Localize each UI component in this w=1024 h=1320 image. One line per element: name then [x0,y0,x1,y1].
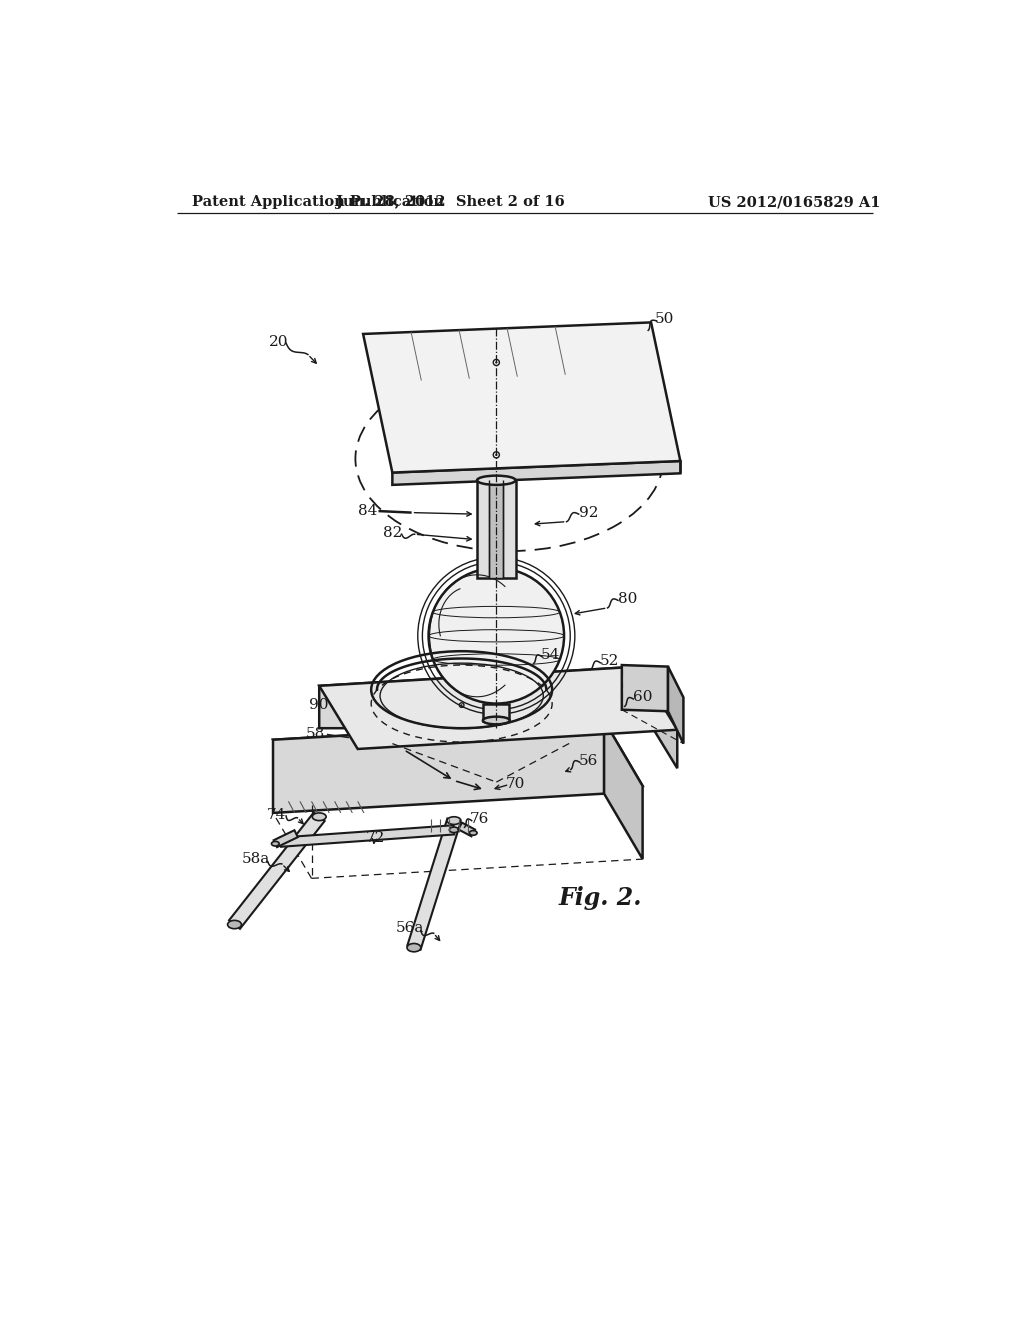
Polygon shape [319,667,639,729]
Ellipse shape [227,920,242,929]
Text: 52: 52 [600,655,620,668]
Ellipse shape [469,830,477,836]
Text: 92: 92 [579,506,598,520]
Polygon shape [364,322,680,473]
Ellipse shape [483,717,510,725]
Text: 58: 58 [306,727,325,742]
Text: Jun. 28, 2012  Sheet 2 of 16: Jun. 28, 2012 Sheet 2 of 16 [336,195,564,210]
Ellipse shape [447,817,461,825]
Polygon shape [489,480,503,578]
Circle shape [429,568,564,704]
Polygon shape [273,830,298,847]
Text: 60: 60 [633,690,652,705]
Polygon shape [477,480,515,578]
Text: 54: 54 [541,648,560,663]
Text: 70: 70 [506,776,525,791]
Text: 58a: 58a [242,853,270,866]
Text: 90: 90 [309,698,329,711]
Text: 74: 74 [267,808,287,822]
Ellipse shape [312,813,326,821]
Text: US 2012/0165829 A1: US 2012/0165829 A1 [708,195,881,210]
Polygon shape [668,667,683,743]
Circle shape [496,454,498,455]
Circle shape [461,704,463,706]
Text: 76: 76 [470,812,489,826]
Text: 84: 84 [358,504,378,517]
Polygon shape [639,667,677,768]
Polygon shape [408,818,461,949]
Ellipse shape [450,828,459,833]
Ellipse shape [271,841,280,846]
Polygon shape [392,461,680,484]
Polygon shape [281,825,455,846]
Text: 50: 50 [654,312,674,326]
Polygon shape [229,813,325,929]
Polygon shape [483,704,509,721]
Text: 56a: 56a [396,921,424,936]
Circle shape [496,362,498,363]
Text: Fig. 2.: Fig. 2. [558,886,642,909]
Text: 80: 80 [617,591,637,606]
Text: 20: 20 [268,335,288,348]
Text: 82: 82 [383,527,402,540]
Polygon shape [319,667,677,748]
Polygon shape [273,721,604,813]
Polygon shape [459,822,475,837]
Polygon shape [622,665,668,711]
Polygon shape [604,721,643,859]
Ellipse shape [477,475,515,484]
Polygon shape [273,721,643,805]
Ellipse shape [407,944,421,952]
Text: 72: 72 [366,830,385,845]
Text: Patent Application Publication: Patent Application Publication [193,195,444,210]
Text: 56: 56 [579,754,598,767]
